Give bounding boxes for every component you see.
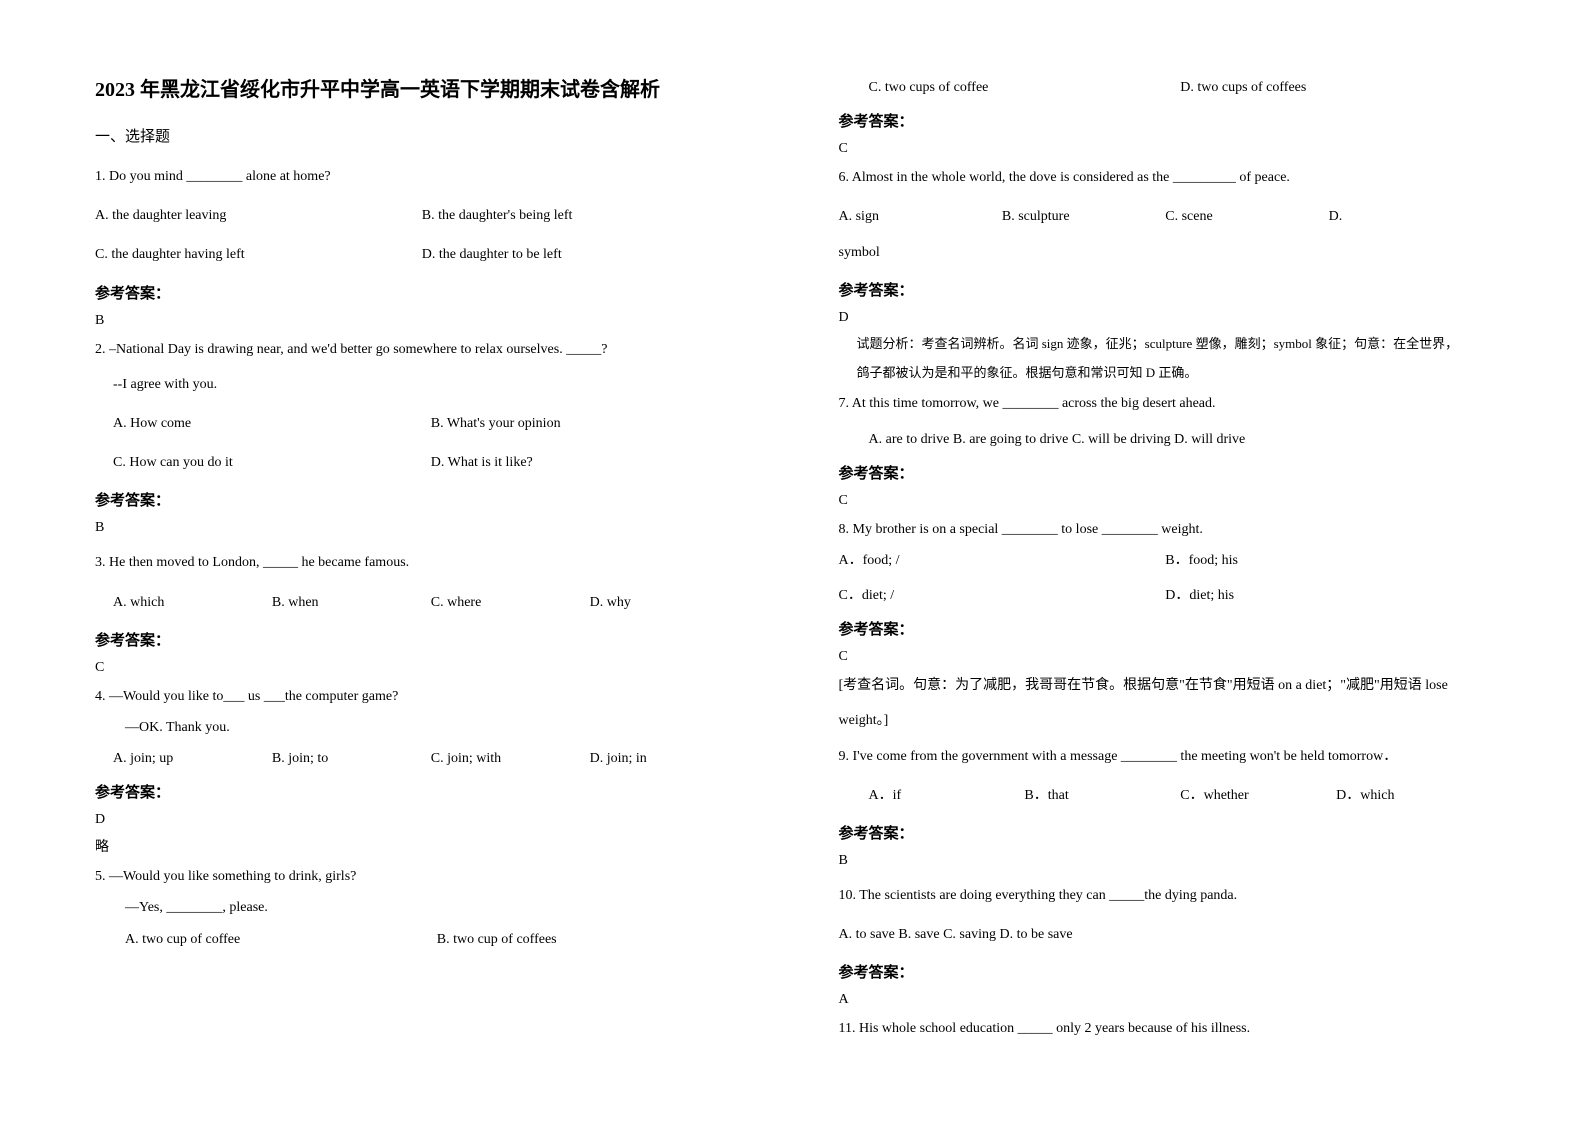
- right-column: C. two cups of coffee D. two cups of cof…: [794, 75, 1538, 1082]
- q7-opts: A. are to drive B. are going to drive C.…: [839, 427, 1493, 452]
- q8-opt-a: A．food; /: [839, 548, 1166, 573]
- q2-opt-d: D. What is it like?: [431, 450, 749, 475]
- q8-options-row1: A．food; / B．food; his: [839, 548, 1493, 573]
- q9-options-row: A．if B．that C．whether D．which: [839, 783, 1493, 808]
- q5-options-row1: A. two cup of coffee B. two cup of coffe…: [95, 927, 749, 952]
- q5-answer-label: 参考答案：: [839, 110, 1493, 131]
- q9-text: 9. I've come from the government with a …: [839, 744, 1493, 769]
- q4-answer: D: [95, 812, 749, 828]
- q10-answer: A: [839, 992, 1493, 1008]
- q3-text: 3. He then moved to London, _____ he bec…: [95, 550, 749, 575]
- q6-opt-c: C. scene: [1165, 204, 1328, 229]
- left-column: 2023 年黑龙江省绥化市升平中学高一英语下学期期末试卷含解析 一、选择题 1.…: [50, 75, 794, 1082]
- q8-analysis2: weight。]: [839, 708, 1493, 733]
- q6-opt-d: D.: [1329, 204, 1492, 229]
- q3-answer: C: [95, 660, 749, 676]
- q5-opt-d: D. two cups of coffees: [1180, 75, 1492, 100]
- q9-answer-label: 参考答案：: [839, 822, 1493, 843]
- q10-opts: A. to save B. save C. saving D. to be sa…: [839, 922, 1493, 947]
- q3-options-row: A. which B. when C. where D. why: [95, 590, 749, 615]
- q5-opt-b: B. two cup of coffees: [437, 927, 749, 952]
- q4-options-row: A. join; up B. join; to C. join; with D.…: [95, 746, 749, 771]
- q6-answer: D: [839, 310, 1493, 326]
- q5-answer: C: [839, 141, 1493, 157]
- q4-opt-d: D. join; in: [590, 746, 749, 771]
- q8-answer: C: [839, 649, 1493, 665]
- q6-options-row: A. sign B. sculpture C. scene D.: [839, 204, 1493, 229]
- q3-opt-d: D. why: [590, 590, 749, 615]
- q9-answer: B: [839, 853, 1493, 869]
- section-header: 一、选择题: [95, 125, 749, 146]
- q1-opt-c: C. the daughter having left: [95, 242, 422, 267]
- q10-text: 10. The scientists are doing everything …: [839, 883, 1493, 908]
- q6-opt-b: B. sculpture: [1002, 204, 1165, 229]
- q1-opt-b: B. the daughter's being left: [422, 203, 749, 228]
- q4-note: 略: [95, 836, 749, 856]
- q1-opt-d: D. the daughter to be left: [422, 242, 749, 267]
- q2-text: 2. –National Day is drawing near, and we…: [95, 337, 749, 362]
- q1-options-row1: A. the daughter leaving B. the daughter'…: [95, 203, 749, 228]
- q1-answer: B: [95, 313, 749, 329]
- q9-opt-c: C．whether: [1180, 783, 1336, 808]
- q6-analysis2: 鸽子都被认为是和平的象征。根据句意和常识可知 D 正确。: [839, 363, 1493, 384]
- q3-opt-a: A. which: [113, 590, 272, 615]
- q8-text: 8. My brother is on a special ________ t…: [839, 517, 1493, 542]
- q5-options-row2: C. two cups of coffee D. two cups of cof…: [839, 75, 1493, 100]
- q7-text: 7. At this time tomorrow, we ________ ac…: [839, 391, 1493, 416]
- q5-opt-c: C. two cups of coffee: [869, 75, 1181, 100]
- q7-answer-label: 参考答案：: [839, 462, 1493, 483]
- q2-options-row2: C. How can you do it D. What is it like?: [95, 450, 749, 475]
- q6-text: 6. Almost in the whole world, the dove i…: [839, 165, 1493, 190]
- q4-text2: —OK. Thank you.: [95, 715, 749, 740]
- q6-analysis1: 试题分析：考查名词辨析。名词 sign 迹象，征兆；sculpture 塑像，雕…: [839, 334, 1493, 355]
- q10-answer-label: 参考答案：: [839, 961, 1493, 982]
- page-title: 2023 年黑龙江省绥化市升平中学高一英语下学期期末试卷含解析: [95, 75, 749, 105]
- q6-opt-d2: symbol: [839, 240, 1493, 265]
- q3-opt-c: C. where: [431, 590, 590, 615]
- q5-text2: —Yes, ________, please.: [95, 895, 749, 920]
- q4-opt-b: B. join; to: [272, 746, 431, 771]
- q4-answer-label: 参考答案：: [95, 781, 749, 802]
- q8-opt-c: C．diet; /: [839, 583, 1166, 608]
- q2-opt-b: B. What's your opinion: [431, 411, 749, 436]
- q4-text: 4. —Would you like to___ us ___the compu…: [95, 684, 749, 709]
- q3-answer-label: 参考答案：: [95, 629, 749, 650]
- q1-text: 1. Do you mind ________ alone at home?: [95, 164, 749, 189]
- q1-opt-a: A. the daughter leaving: [95, 203, 422, 228]
- q6-opt-a: A. sign: [839, 204, 1002, 229]
- q9-opt-b: B．that: [1024, 783, 1180, 808]
- q8-analysis1: [考查名词。句意：为了减肥，我哥哥在节食。根据句意"在节食"用短语 on a d…: [839, 673, 1493, 698]
- q2-answer-label: 参考答案：: [95, 489, 749, 510]
- q2-options-row1: A. How come B. What's your opinion: [95, 411, 749, 436]
- q5-opt-a: A. two cup of coffee: [125, 927, 437, 952]
- q1-options-row2: C. the daughter having left D. the daugh…: [95, 242, 749, 267]
- q8-options-row2: C．diet; / D．diet; his: [839, 583, 1493, 608]
- q4-opt-c: C. join; with: [431, 746, 590, 771]
- q8-answer-label: 参考答案：: [839, 618, 1493, 639]
- q7-answer: C: [839, 493, 1493, 509]
- q8-opt-d: D．diet; his: [1165, 583, 1492, 608]
- q2-answer: B: [95, 520, 749, 536]
- q9-opt-a: A．if: [869, 783, 1025, 808]
- q6-answer-label: 参考答案：: [839, 279, 1493, 300]
- q1-answer-label: 参考答案：: [95, 282, 749, 303]
- q11-text: 11. His whole school education _____ onl…: [839, 1016, 1493, 1041]
- q9-opt-d: D．which: [1336, 783, 1492, 808]
- q2-opt-a: A. How come: [113, 411, 431, 436]
- q2-opt-c: C. How can you do it: [113, 450, 431, 475]
- q2-text2: --I agree with you.: [95, 372, 749, 397]
- q8-opt-b: B．food; his: [1165, 548, 1492, 573]
- q5-text: 5. —Would you like something to drink, g…: [95, 864, 749, 889]
- q3-opt-b: B. when: [272, 590, 431, 615]
- q4-opt-a: A. join; up: [113, 746, 272, 771]
